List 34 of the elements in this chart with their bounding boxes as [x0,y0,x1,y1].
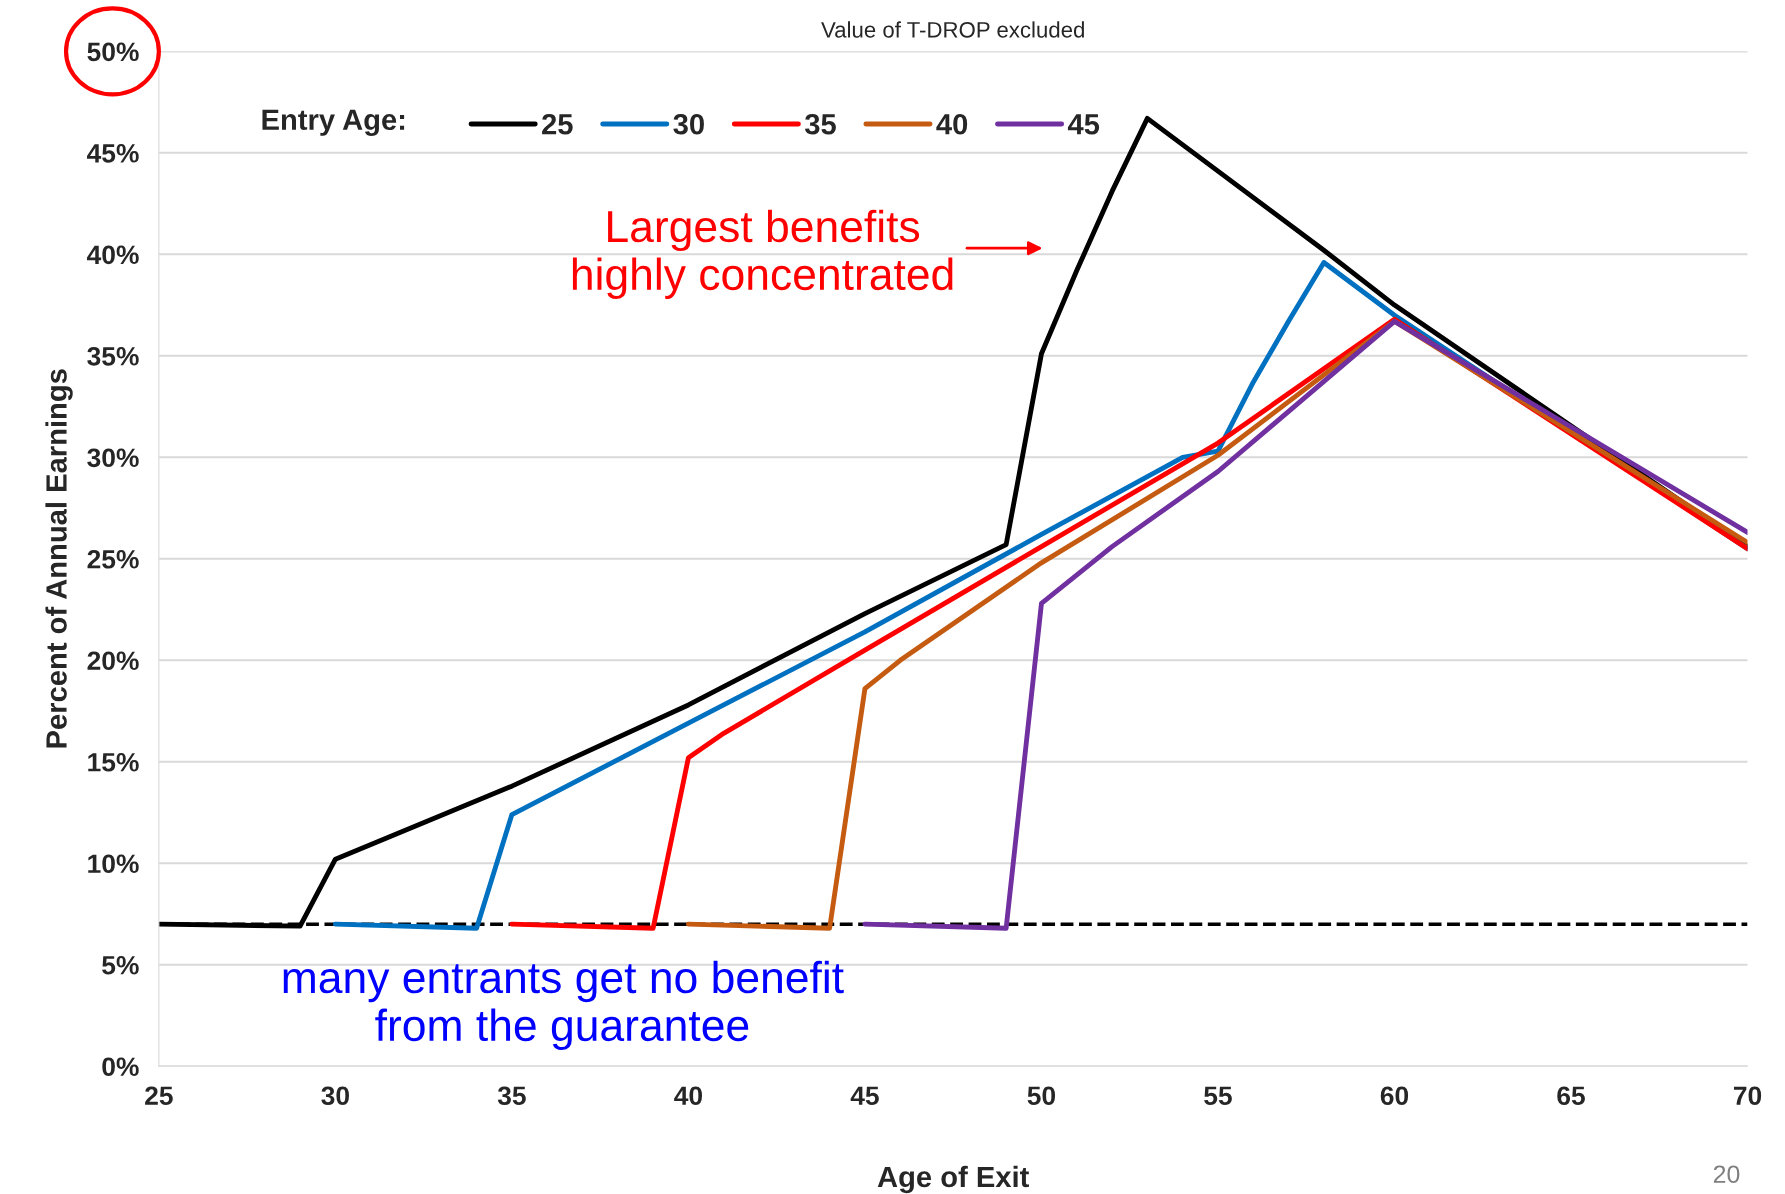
legend-title: Entry Age: [262,109,405,136]
chart-title: Value of T-DROP excluded [821,21,1084,38]
y-tick-label: 5% [102,955,139,975]
legend-label: 45 [1067,114,1100,135]
x-tick-label: 40 [674,1086,703,1106]
y-tick-label: 20% [87,651,139,671]
x-tick-label: 30 [321,1086,349,1106]
x-axis-title: Age of Exit [877,1165,1029,1194]
x-tick-label: 50 [1027,1086,1056,1106]
y-tick-label: 50% [87,42,139,62]
annotation: many entrants get no benefit from the guarantee [283,960,844,1050]
legend-label: 35 [804,113,836,135]
legend-label: 30 [673,113,704,135]
x-tick-label: 60 [1380,1086,1409,1106]
x-tick-label: 70 [1733,1086,1762,1106]
x-tick-label: 55 [1204,1086,1232,1106]
y-tick-label: 45% [87,144,139,163]
x-tick-label: 45 [850,1086,879,1106]
y-tick-label: 10% [88,854,139,874]
text: 20 [1713,1165,1740,1184]
y-tick-label: 30% [87,448,139,468]
y-tick-label: 0% [102,1057,139,1077]
y-tick-label: 40% [87,245,139,265]
legend-label: 25 [542,113,573,135]
x-tick-label: 25 [145,1086,173,1106]
y-tick-label: 35% [87,346,139,366]
y-tick-label: 25% [87,549,139,569]
x-tick-label: 35 [497,1086,526,1106]
legend-label: 40 [936,113,968,135]
y-tick-label: 15% [88,752,139,772]
line-series [862,318,1748,931]
x-tick-label: 65 [1557,1086,1585,1106]
y-axis-title: Percent of Annual Earnings [45,369,73,748]
annotation: Largest benefits highly concentrated [572,209,953,299]
